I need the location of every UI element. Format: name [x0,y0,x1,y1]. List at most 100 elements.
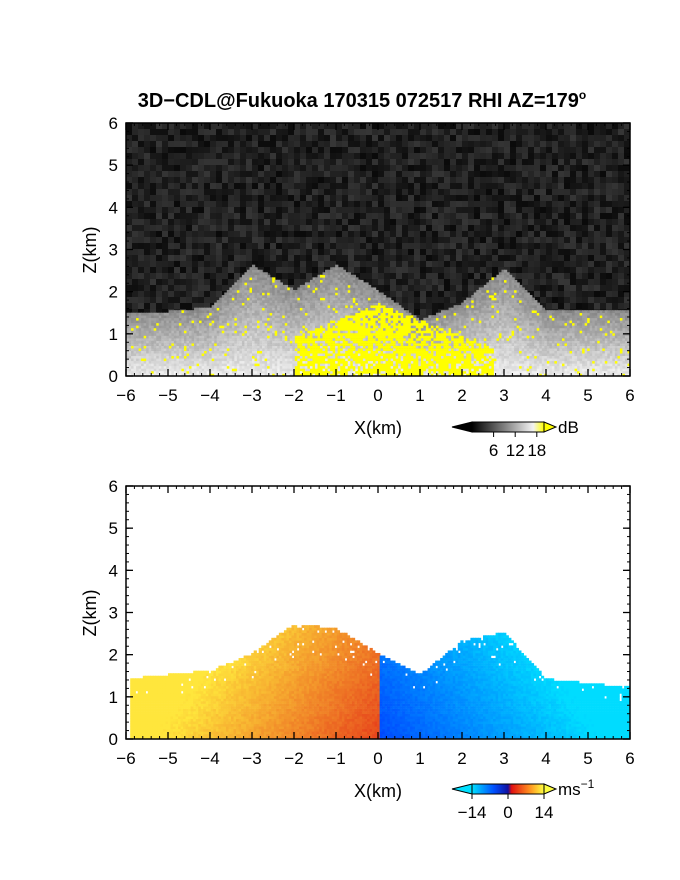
reflectivity-cell [126,330,130,334]
noise-cell [438,249,444,255]
reflectivity-cell [126,338,130,341]
noise-cell [198,165,204,171]
noise-cell [186,291,192,297]
reflectivity-cell [191,365,195,369]
noise-cell [414,243,420,249]
noise-cell [228,147,234,153]
noise-cell [558,177,564,183]
reflectivity-cell [214,345,218,349]
noise-cell [618,243,624,249]
reflectivity-cell [239,289,243,293]
noise-cell [228,141,234,147]
noise-cell [606,177,612,183]
noise-cell [612,207,618,213]
noise-cell [150,231,156,237]
noise-cell [528,261,534,267]
noise-cell [420,285,426,291]
noise-cell [390,249,396,255]
reflectivity-cell [148,360,152,364]
reflectivity-cell [178,332,183,336]
noise-cell [504,123,510,129]
reflectivity-cell [161,355,165,359]
reflectivity-cell [244,320,248,324]
reflectivity-cell [234,325,238,329]
noise-cell [606,207,612,213]
noise-cell [432,123,438,129]
noise-cell [516,183,522,189]
noise-cell [408,237,414,243]
noise-cell [162,141,168,147]
noise-cell [564,201,570,207]
noise-cell [546,237,552,243]
reflectivity-cell [189,365,193,369]
noise-cell [126,231,132,237]
reflectivity-cell [246,368,251,372]
noise-cell [360,201,366,207]
noise-cell [396,297,402,303]
reflectivity-cell [126,335,130,339]
reflectivity-cell [173,327,178,331]
reflectivity-cell [181,330,185,334]
noise-cell [312,165,318,171]
noise-cell [288,141,294,147]
noise-cell [444,129,450,135]
noise-cell [360,207,366,213]
noise-cell [342,255,348,261]
noise-cell [468,225,474,231]
noise-cell [582,195,588,201]
noise-cell [618,171,624,177]
noise-cell [540,285,546,291]
noise-cell [204,189,210,195]
noise-cell [138,243,144,249]
noise-cell [336,135,342,141]
noise-cell [456,183,462,189]
reflectivity-cell [168,373,173,376]
noise-cell [618,183,624,189]
noise-cell [588,225,594,231]
reflectivity-cell [131,327,135,331]
reflectivity-cell [176,370,180,374]
noise-cell [426,171,432,177]
noise-cell [258,231,264,237]
noise-cell [234,165,240,171]
noise-cell [264,159,270,165]
noise-cell [312,195,318,201]
reflectivity-cell [178,343,183,346]
reflectivity-cell [239,373,243,376]
reflectivity-cell [166,325,170,329]
noise-cell [606,129,612,135]
noise-cell [126,147,132,153]
noise-cell [192,225,198,231]
reflectivity-cell [133,340,137,344]
reflectivity-cell [158,350,162,354]
noise-cell [576,189,582,195]
noise-cell [456,207,462,213]
noise-cell [156,135,162,141]
noise-cell [396,153,402,159]
noise-cell [498,141,504,147]
reflectivity-cell [146,312,150,316]
noise-cell [186,303,192,309]
reflectivity-cell [189,373,193,376]
noise-cell [402,135,408,141]
noise-cell [336,123,342,129]
noise-cell [264,201,270,207]
noise-cell [276,177,282,183]
reflectivity-cell [229,315,233,319]
noise-cell [468,249,474,255]
reflectivity-cell [133,315,137,319]
noise-cell [444,195,450,201]
noise-cell [264,219,270,225]
reflectivity-cell [181,373,185,376]
reflectivity-cell [219,340,223,344]
noise-cell [174,183,180,189]
reflectivity-cell [176,315,180,319]
reflectivity-cell [183,350,188,354]
reflectivity-cell [199,373,203,376]
noise-cell [282,189,288,195]
reflectivity-cell [231,355,236,359]
noise-cell [180,123,186,129]
noise-cell [372,183,378,189]
reflectivity-cell [191,317,195,321]
noise-cell [474,135,480,141]
